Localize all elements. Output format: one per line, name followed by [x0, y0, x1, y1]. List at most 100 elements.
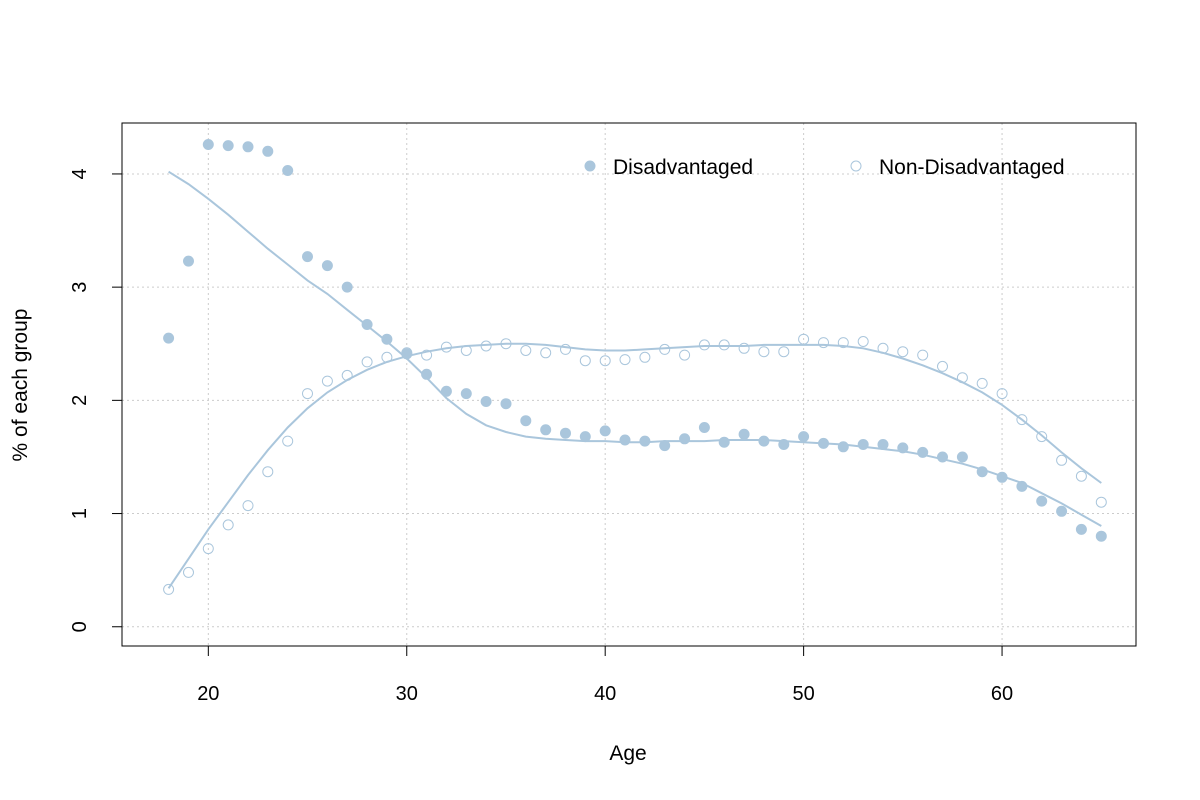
point-non-disadvantaged-46	[718, 339, 730, 351]
point-disadvantaged-25	[302, 251, 313, 263]
point-disadvantaged-51	[818, 437, 829, 449]
point-non-disadvantaged-42	[639, 351, 651, 363]
point-non-disadvantaged-35	[500, 338, 512, 350]
point-disadvantaged-63	[1056, 505, 1068, 517]
point-non-disadvantaged-43	[659, 343, 671, 355]
point-disadvantaged-26	[321, 260, 333, 272]
point-disadvantaged-52	[837, 441, 849, 453]
y-tick-label-4: 4	[69, 168, 91, 179]
x-tick-label-50: 50	[792, 683, 814, 705]
point-disadvantaged-42	[639, 435, 651, 447]
point-non-disadvantaged-61	[1016, 414, 1028, 426]
point-disadvantaged-18	[163, 332, 175, 344]
point-non-disadvantaged-65	[1095, 496, 1107, 508]
x-tick-label-30: 30	[396, 683, 418, 705]
point-disadvantaged-54	[877, 439, 889, 450]
point-non-disadvantaged-60	[996, 388, 1008, 400]
legend-label-non-disadvantaged: Non-Disadvantaged	[879, 156, 1065, 179]
y-axis-title: % of each group	[9, 309, 32, 462]
point-non-disadvantaged-25	[302, 388, 313, 400]
point-disadvantaged-37	[540, 424, 552, 436]
point-non-disadvantaged-56	[917, 349, 929, 361]
point-disadvantaged-21	[222, 140, 234, 152]
trend-line-disadvantaged	[168, 170, 1102, 527]
point-disadvantaged-27	[341, 281, 353, 293]
point-non-disadvantaged-49	[778, 346, 790, 358]
point-disadvantaged-39	[579, 431, 591, 443]
x-axis: 20 30 40 50 60	[197, 645, 1013, 705]
point-disadvantaged-47	[738, 428, 750, 440]
point-non-disadvantaged-18	[163, 583, 175, 595]
point-non-disadvantaged-23	[262, 466, 274, 478]
point-disadvantaged-19	[183, 255, 194, 267]
point-disadvantaged-22	[242, 141, 254, 153]
y-tick-label-2: 2	[69, 395, 91, 406]
point-disadvantaged-49	[778, 439, 790, 450]
point-non-disadvantaged-26	[321, 375, 333, 387]
point-non-disadvantaged-40	[599, 355, 611, 367]
point-non-disadvantaged-34	[480, 340, 492, 352]
legend-marker-disadvantaged	[584, 160, 596, 172]
point-disadvantaged-28	[361, 319, 373, 330]
point-disadvantaged-41	[619, 434, 631, 446]
point-disadvantaged-38	[560, 427, 571, 439]
point-disadvantaged-45	[698, 422, 710, 433]
point-non-disadvantaged-32	[440, 341, 452, 353]
point-disadvantaged-59	[976, 466, 988, 478]
point-non-disadvantaged-59	[976, 377, 988, 389]
point-non-disadvantaged-30	[401, 347, 413, 359]
trend-line-non-disadvantaged	[167, 342, 1102, 589]
point-non-disadvantaged-29	[381, 351, 393, 363]
point-disadvantaged-60	[996, 471, 1008, 483]
point-non-disadvantaged-19	[183, 566, 194, 578]
point-disadvantaged-20	[202, 139, 214, 150]
point-non-disadvantaged-38	[560, 343, 571, 355]
point-non-disadvantaged-63	[1056, 454, 1068, 466]
grid	[122, 123, 1136, 646]
point-non-disadvantaged-36	[520, 345, 532, 356]
point-non-disadvantaged-57	[937, 360, 948, 372]
point-disadvantaged-34	[480, 396, 492, 407]
point-non-disadvantaged-55	[897, 346, 909, 358]
point-non-disadvantaged-37	[540, 347, 552, 359]
point-disadvantaged-36	[520, 415, 532, 427]
point-disadvantaged-43	[659, 440, 671, 452]
point-disadvantaged-58	[956, 451, 968, 463]
point-disadvantaged-64	[1075, 523, 1087, 535]
point-non-disadvantaged-62	[1036, 431, 1048, 443]
plot-frame	[121, 122, 1137, 647]
point-non-disadvantaged-39	[579, 355, 591, 367]
point-non-disadvantaged-54	[877, 342, 889, 354]
trend-lines	[167, 170, 1102, 589]
point-non-disadvantaged-58	[956, 372, 968, 384]
point-non-disadvantaged-31	[421, 349, 433, 361]
x-tick-label-20: 20	[197, 683, 219, 705]
point-disadvantaged-46	[718, 436, 730, 448]
point-disadvantaged-65	[1095, 530, 1107, 542]
point-disadvantaged-55	[897, 442, 909, 454]
point-disadvantaged-33	[460, 388, 472, 400]
point-non-disadvantaged-22	[242, 500, 254, 512]
point-non-disadvantaged-45	[698, 339, 710, 351]
data-points	[163, 139, 1107, 595]
y-axis: 0 1 2 3 4	[69, 168, 123, 632]
point-disadvantaged-23	[262, 145, 274, 157]
point-disadvantaged-44	[679, 433, 691, 445]
point-disadvantaged-32	[440, 385, 452, 397]
point-non-disadvantaged-48	[758, 346, 770, 358]
point-non-disadvantaged-51	[818, 337, 829, 349]
point-non-disadvantaged-53	[857, 336, 869, 347]
point-non-disadvantaged-27	[341, 369, 353, 381]
point-disadvantaged-24	[282, 165, 294, 176]
point-non-disadvantaged-50	[798, 333, 810, 345]
legend-label-disadvantaged: Disadvantaged	[613, 156, 753, 179]
point-non-disadvantaged-52	[837, 337, 849, 349]
point-non-disadvantaged-33	[460, 345, 472, 356]
point-disadvantaged-57	[937, 451, 948, 463]
point-disadvantaged-31	[421, 368, 433, 380]
point-non-disadvantaged-21	[222, 519, 234, 531]
x-tick-label-60: 60	[991, 683, 1013, 705]
point-disadvantaged-61	[1016, 480, 1028, 492]
y-tick-label-1: 1	[69, 508, 91, 519]
